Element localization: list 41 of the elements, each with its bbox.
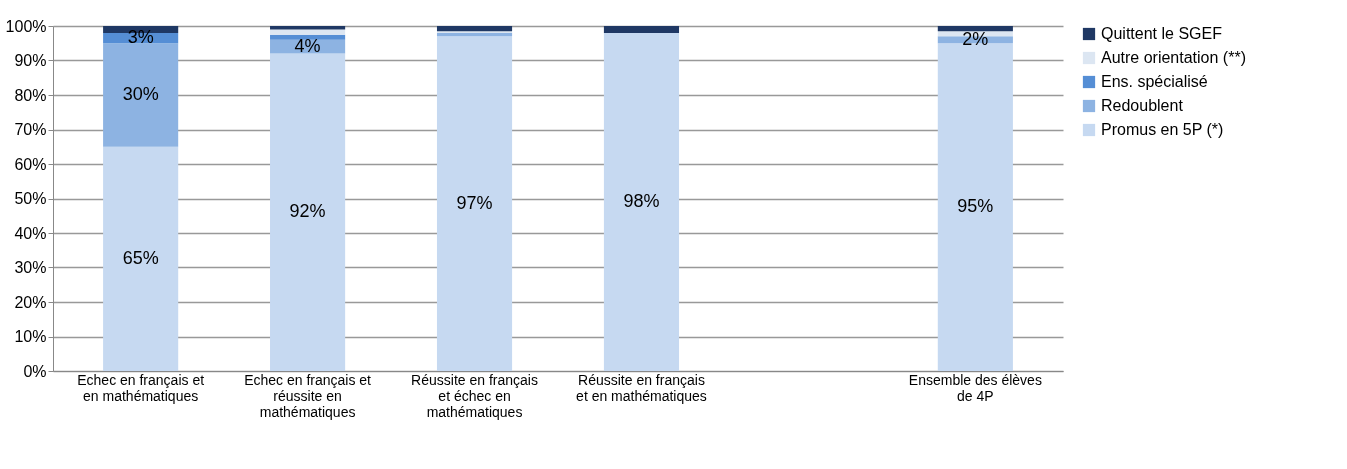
data-label: 95% [957,196,994,217]
x-tick-label: Réussite en français et en mathématiques [576,371,707,404]
bar [436,36,513,371]
legend-label: Quittent le SGEF [1101,25,1223,42]
bar [103,43,179,147]
bar [603,26,680,33]
bar [270,53,346,371]
bar [103,146,179,371]
x-tick-label: Echec en français et en mathématiques [77,371,205,404]
legend-label: Redoublent [1101,97,1184,114]
y-tick-label: 100% [5,17,47,35]
y-tick-label: 30% [14,259,47,276]
y-tick-label: 50% [14,190,47,207]
data-label: 4% [294,35,321,56]
legend-label: Ens. spécialisé [1101,73,1208,90]
x-tick-label: Ensemble des élèves de 4P [908,371,1042,404]
data-label: 92% [289,201,326,222]
bar [603,32,680,371]
legend-label: Promus en 5P (*) [1101,121,1224,138]
data-label: 2% [962,28,989,49]
bar [270,34,346,40]
data-label: 97% [456,192,493,213]
y-tick-label: 10% [14,328,47,345]
data-label: 30% [122,84,159,104]
x-tick-label: Echec en français et réussite en mathématiques [244,371,372,420]
bar [436,26,513,32]
data-label: 65% [122,247,159,268]
legend-label: Autre orientation (**) [1101,49,1246,66]
x-tick-label: Réussite en français et échec en mathématiques [411,371,538,420]
y-tick-label: 40% [14,224,47,242]
y-tick-label: 80% [14,86,47,104]
bar [937,26,1013,32]
y-tick-label: 90% [14,52,47,69]
bar [937,43,1013,371]
bar [270,29,346,35]
y-tick-label: 60% [14,155,47,173]
data-label: 3% [127,27,154,48]
y-tick-label: 20% [14,293,47,311]
data-label: 98% [623,190,660,211]
y-tick-label: 70% [14,121,47,138]
y-tick-label: 0% [23,362,47,380]
